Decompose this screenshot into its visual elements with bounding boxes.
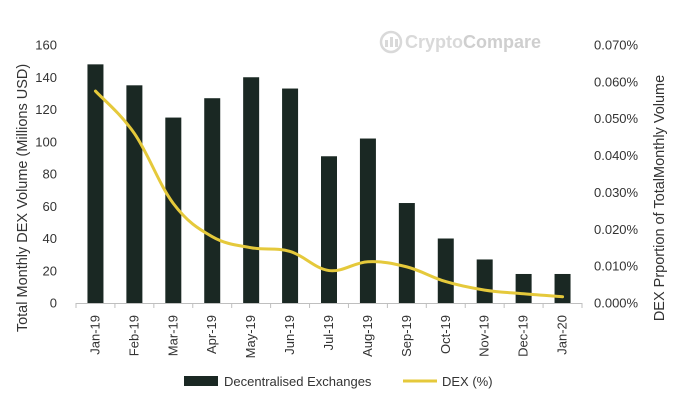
bar [243,77,260,303]
y-axis-title: Total Monthly DEX Volume (Millions USD) [15,64,31,332]
x-tick-label: Nov-19 [477,315,492,357]
bar [515,273,532,303]
dex-line [93,89,565,299]
y-tick-labels: 0 20 40 60 80 100 120 140 160 [35,38,57,311]
x-tick-label: Jan-20 [555,315,570,355]
y2-tick-label: 0.020% [594,222,639,237]
y-tick-label: 120 [35,102,57,117]
bar [398,203,415,303]
x-tick-label: Apr-19 [204,315,219,354]
y-tick-label: 140 [35,70,57,85]
legend-line-label: DEX (%) [442,374,493,389]
bar [554,273,571,303]
x-tick-label: Mar-19 [165,315,180,356]
x-tick-label: Jul-19 [321,315,336,350]
y-tick-label: 80 [43,167,57,182]
y-tick-label: 100 [35,134,57,149]
bars [87,64,571,304]
bar [321,156,337,303]
y2-tick-label: 0.060% [594,74,639,89]
y2-tick-label: 0.030% [594,185,639,200]
bar [437,238,454,303]
y-tick-label: 60 [43,199,57,214]
y2-tick-label: 0.070% [594,38,639,53]
legend-bar-swatch [184,376,218,386]
x-tick-label: Feb-19 [126,315,141,356]
bar [204,98,221,304]
bar [165,117,182,303]
y2-tick-label: 0.010% [594,259,639,274]
bar [476,259,493,303]
y-tick-label: 0 [50,296,57,311]
x-tick-label: Jan-19 [87,315,102,355]
axes [75,303,583,308]
watermark-text: CryptoCompare [405,32,541,52]
y2-tick-labels: 0.000% 0.010% 0.020% 0.030% 0.040% 0.050% 0.06… [594,38,639,311]
x-tick-label: Jun-19 [282,315,297,355]
bar [87,64,104,303]
legend-bar-label: Decentralised Exchanges [224,374,372,389]
y2-axis-title: DEX Prportion of TotalMonthly Volume [652,75,668,321]
bar [282,88,299,303]
y-tick-label: 40 [43,231,57,246]
x-tick-label: Oct-19 [438,315,453,354]
x-tick-label: May-19 [243,315,258,358]
y2-tick-label: 0.050% [594,111,639,126]
x-tick-label: Sep-19 [399,315,414,357]
cryptocompare-logo-icon [379,30,403,54]
x-tick-label: Dec-19 [516,315,531,357]
y2-tick-label: 0.040% [594,148,639,163]
bar [126,85,143,303]
y2-tick-label: 0.000% [594,296,639,311]
legend: Decentralised Exchanges DEX (%) [184,374,493,389]
y-tick-label: 160 [35,38,57,53]
bar [359,138,376,303]
watermark: CryptoCompare [379,30,541,54]
x-tick-label: Aug-19 [360,315,375,357]
x-tick-labels: Jan-19 Feb-19 Mar-19 Apr-19 May-19 Jun-19 Jul-… [87,315,569,358]
y-tick-label: 20 [43,263,57,278]
